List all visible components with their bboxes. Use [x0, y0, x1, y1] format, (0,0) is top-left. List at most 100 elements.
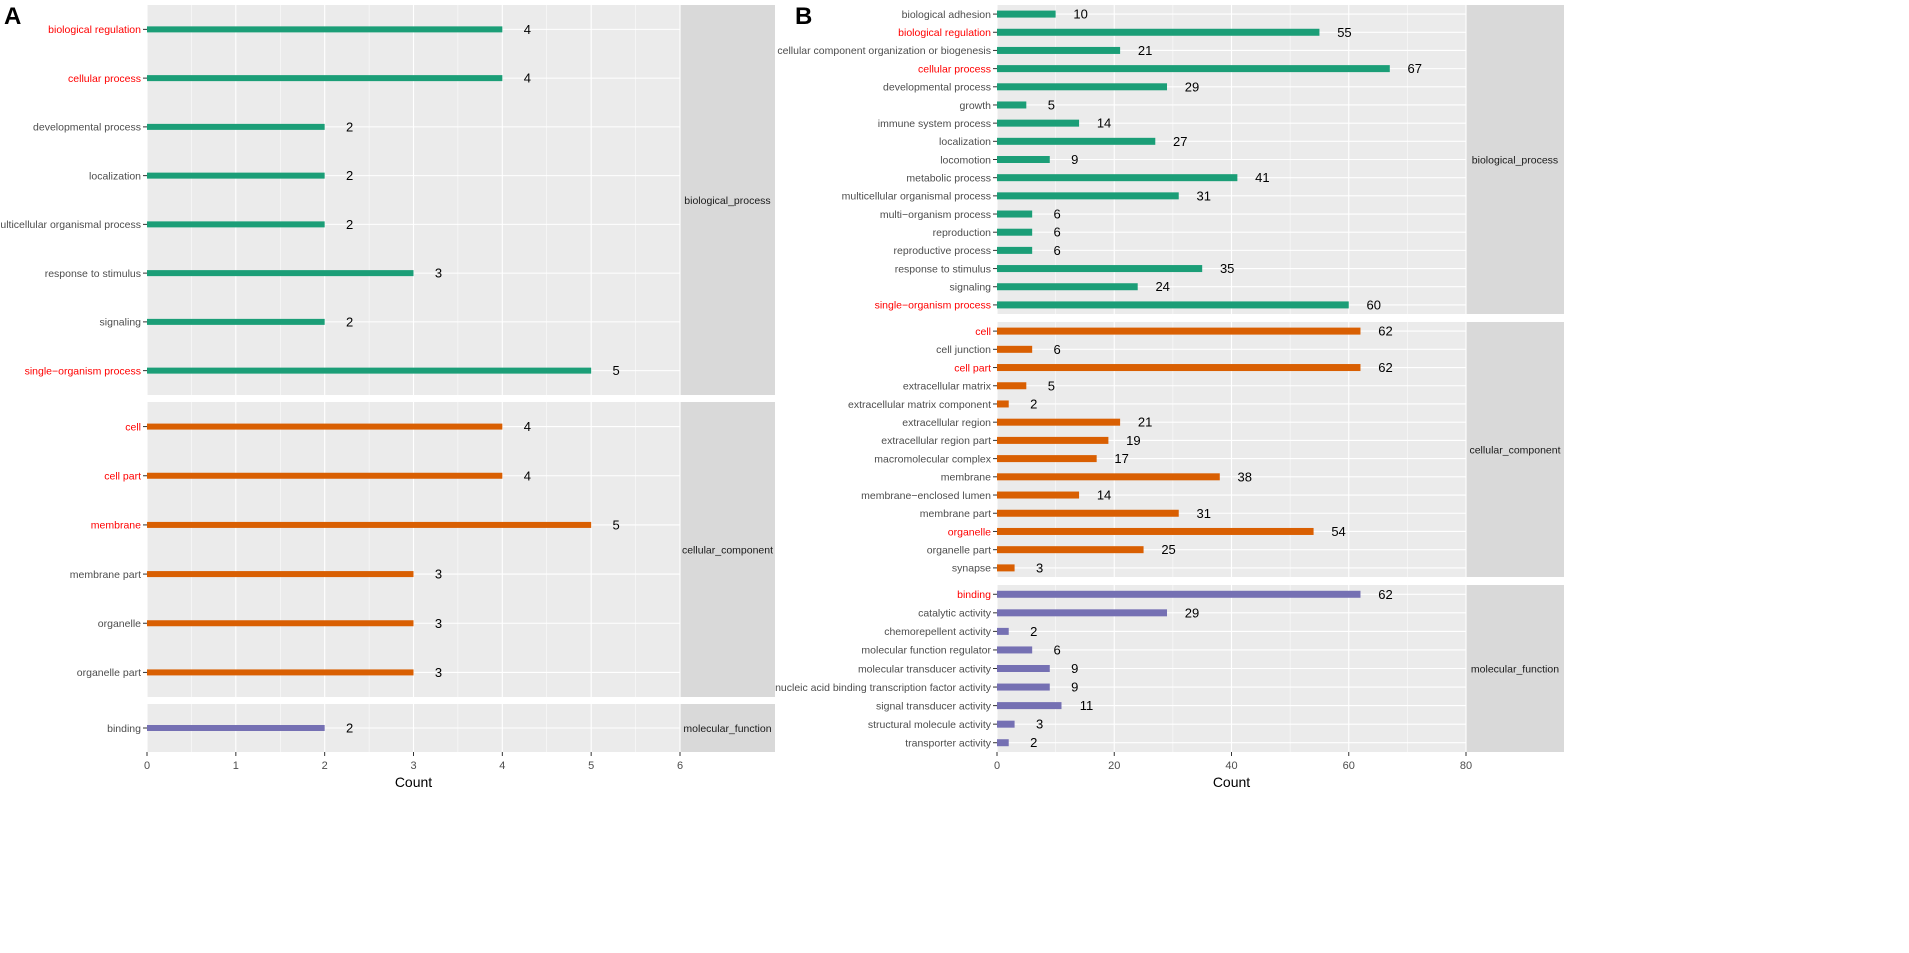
category-label: extracellular region — [902, 417, 991, 429]
data-label: 21 — [1138, 415, 1152, 430]
category-label: extracellular matrix — [903, 381, 992, 393]
data-label: 2 — [1030, 396, 1037, 411]
bar — [147, 75, 503, 82]
bar — [997, 10, 1056, 18]
facet-strip — [680, 5, 775, 395]
bar — [997, 156, 1050, 163]
category-label: response to stimulus — [45, 268, 141, 280]
data-label: 62 — [1378, 360, 1392, 375]
x-tick-label: 20 — [1108, 760, 1120, 772]
data-label: 11 — [1080, 698, 1094, 713]
category-label: multi−organism process — [880, 209, 991, 221]
category-label: organelle part — [927, 544, 991, 556]
bar — [147, 472, 503, 479]
category-label: developmental process — [883, 82, 991, 94]
bar — [997, 345, 1033, 353]
facet-biological-process: biological_process biological regulation 4… — [0, 5, 775, 395]
category-label: biological regulation — [898, 27, 991, 39]
bar — [997, 590, 1361, 598]
bar — [997, 720, 1015, 728]
facet-strip-label: biological_process — [1472, 155, 1558, 167]
bar — [147, 318, 325, 325]
data-label: 2 — [1030, 624, 1037, 639]
bar — [997, 119, 1080, 127]
facet-strip-label: molecular_function — [683, 723, 771, 735]
category-label: membrane−enclosed lumen — [861, 490, 991, 502]
data-label: 2 — [346, 217, 353, 232]
data-label: 3 — [435, 616, 442, 631]
data-label: 14 — [1097, 116, 1111, 131]
category-label: cellular process — [68, 73, 141, 85]
data-label: 27 — [1173, 134, 1187, 149]
data-label: 5 — [1048, 97, 1055, 112]
bar — [997, 509, 1179, 517]
bar — [997, 436, 1109, 444]
data-label: 3 — [1036, 560, 1043, 575]
x-tick-label: 2 — [322, 760, 328, 772]
data-label: 3 — [435, 266, 442, 281]
x-axis-title: Count — [1213, 774, 1250, 790]
data-label: 6 — [1054, 642, 1061, 657]
data-label: 24 — [1155, 279, 1169, 294]
facet-cellular-component: cellular_component cell 4 cell part 4 membran… — [70, 402, 775, 697]
x-tick-label: 40 — [1225, 760, 1237, 772]
data-label: 2 — [346, 314, 353, 329]
facet-strip — [1466, 322, 1564, 577]
category-label: nucleic acid binding transcription facto… — [775, 682, 992, 694]
x-tick-label: 80 — [1460, 760, 1472, 772]
facet-strip — [680, 402, 775, 697]
category-label: single−organism process — [875, 300, 991, 312]
bar — [997, 564, 1015, 572]
bar — [997, 28, 1320, 36]
bar — [997, 382, 1027, 390]
x-axis: 0 20 40 60 80 Count — [994, 752, 1472, 790]
facet-strip-label: biological_process — [684, 195, 770, 207]
bar — [147, 725, 325, 731]
facet-strip — [1466, 585, 1564, 752]
category-label: biological regulation — [48, 24, 141, 36]
category-label: catalytic activity — [918, 608, 992, 620]
data-label: 29 — [1185, 79, 1199, 94]
category-label: growth — [959, 100, 991, 112]
bar — [997, 265, 1203, 273]
x-tick-label: 6 — [677, 760, 683, 772]
x-axis-title: Count — [395, 774, 432, 790]
category-label: immune system process — [878, 118, 991, 130]
category-label: membrane part — [920, 508, 991, 520]
category-label: transporter activity — [905, 738, 992, 750]
data-label: 4 — [524, 71, 531, 86]
bar — [997, 609, 1168, 617]
x-tick-label: 4 — [499, 760, 505, 772]
data-label: 60 — [1367, 297, 1381, 312]
facet-cellular-component: cellular_component cell 62 cell junction 6 ce… — [848, 322, 1564, 577]
bar — [147, 620, 414, 627]
data-label: 31 — [1197, 188, 1211, 203]
bar — [147, 571, 414, 578]
category-label: organelle part — [77, 667, 141, 679]
bar — [997, 683, 1050, 691]
x-tick-label: 5 — [588, 760, 594, 772]
bar — [997, 546, 1144, 554]
bar — [147, 123, 325, 130]
data-label: 4 — [524, 468, 531, 483]
data-label: 31 — [1197, 506, 1211, 521]
bar — [997, 246, 1033, 254]
bar — [997, 627, 1009, 635]
data-label: 9 — [1071, 661, 1078, 676]
category-label: reproduction — [933, 227, 992, 239]
data-label: 62 — [1378, 324, 1392, 339]
data-label: 5 — [1048, 378, 1055, 393]
bar — [147, 270, 414, 277]
bar — [997, 210, 1033, 218]
data-label: 6 — [1054, 243, 1061, 258]
data-label: 54 — [1331, 524, 1345, 539]
data-label: 5 — [613, 517, 620, 532]
data-label: 10 — [1073, 7, 1087, 22]
category-label: cell part — [954, 362, 991, 374]
bar — [997, 301, 1349, 309]
category-label: signaling — [100, 317, 142, 329]
data-label: 2 — [346, 119, 353, 134]
data-label: 4 — [524, 419, 531, 434]
